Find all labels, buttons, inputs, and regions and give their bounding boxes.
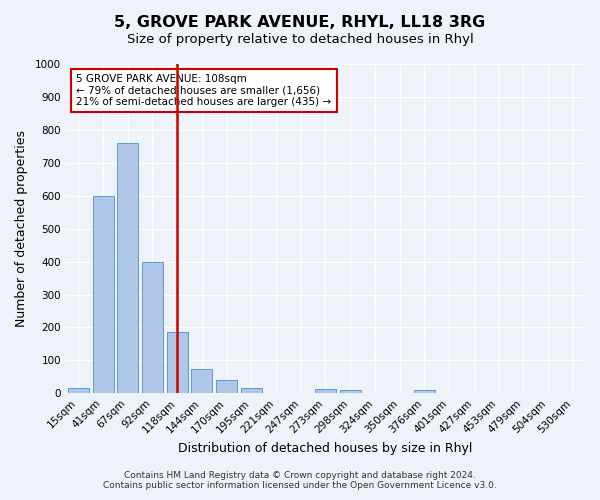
Bar: [414, 390, 435, 394]
Bar: [117, 143, 138, 394]
Bar: [191, 368, 212, 394]
Text: 5, GROVE PARK AVENUE, RHYL, LL18 3RG: 5, GROVE PARK AVENUE, RHYL, LL18 3RG: [115, 15, 485, 30]
Bar: [142, 262, 163, 394]
Bar: [68, 388, 89, 394]
Bar: [315, 390, 336, 394]
Text: Contains HM Land Registry data © Crown copyright and database right 2024.
Contai: Contains HM Land Registry data © Crown c…: [103, 470, 497, 490]
Bar: [340, 390, 361, 394]
Bar: [92, 196, 113, 394]
Text: 5 GROVE PARK AVENUE: 108sqm
← 79% of detached houses are smaller (1,656)
21% of : 5 GROVE PARK AVENUE: 108sqm ← 79% of det…: [76, 74, 331, 107]
Bar: [216, 380, 237, 394]
Y-axis label: Number of detached properties: Number of detached properties: [15, 130, 28, 327]
Bar: [167, 332, 188, 394]
Text: Size of property relative to detached houses in Rhyl: Size of property relative to detached ho…: [127, 32, 473, 46]
X-axis label: Distribution of detached houses by size in Rhyl: Distribution of detached houses by size …: [178, 442, 473, 455]
Bar: [241, 388, 262, 394]
